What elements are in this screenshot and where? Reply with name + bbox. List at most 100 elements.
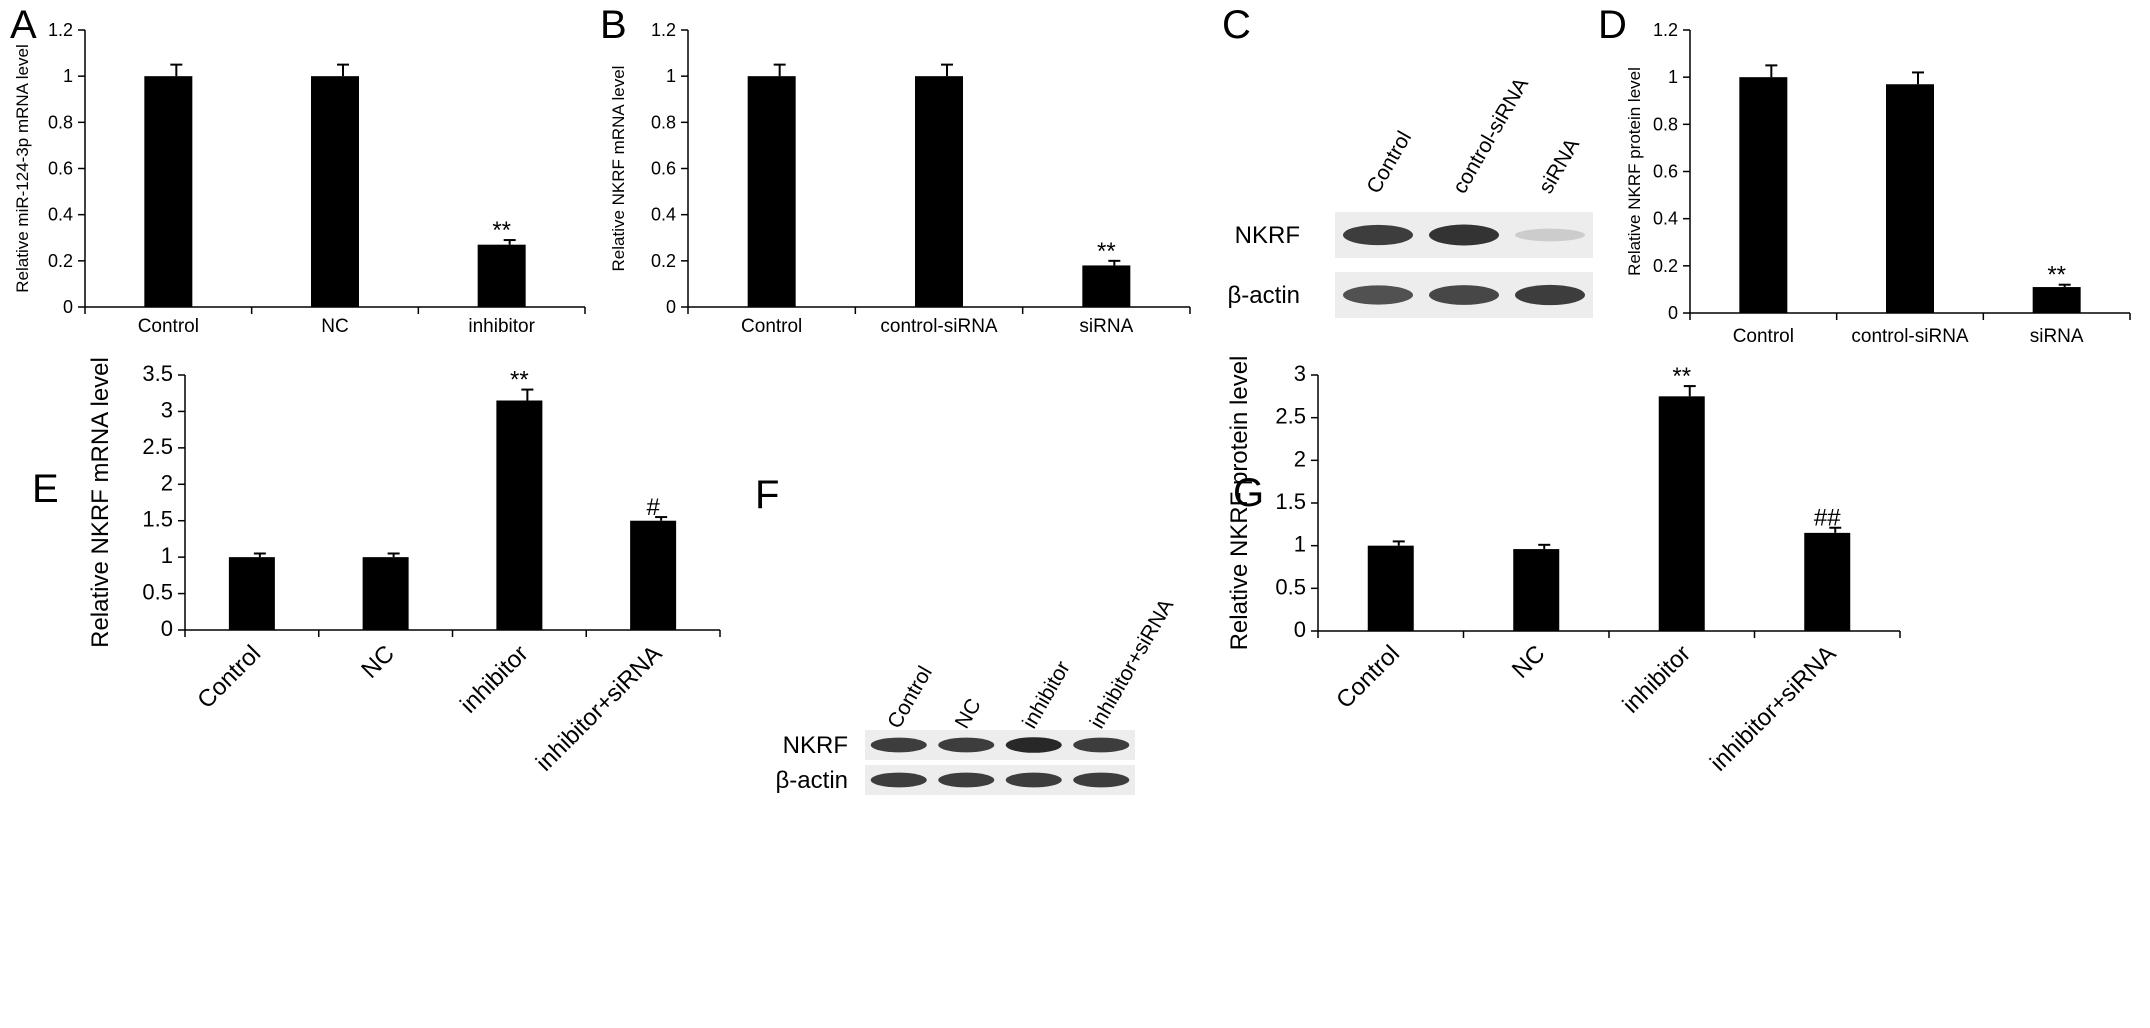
chart-panel-a: 0 0.2 0.4 0.6 0.8 1 1.2 Relative miR-124-3p mRN… <box>13 20 586 337</box>
y-tick-label: 0 <box>1668 303 1678 323</box>
bar <box>496 400 543 630</box>
bar <box>1886 84 1934 313</box>
y-tick-label: 0 <box>666 297 676 317</box>
blot-band <box>1515 284 1585 306</box>
y-tick-label: 0.2 <box>1653 256 1678 276</box>
y-axis-label: Relative NKRF mRNA level <box>609 66 628 272</box>
significance-annotation: ** <box>510 367 529 394</box>
y-tick-label: 0 <box>63 297 73 317</box>
y-tick-label: 0.5 <box>142 580 173 605</box>
bar <box>1513 549 1560 631</box>
y-tick-label: 2 <box>161 470 173 495</box>
bar <box>362 557 409 630</box>
x-category-label: NC <box>356 640 400 684</box>
chart-panel-d: 0 0.2 0.4 0.6 0.8 1 1.2 Relative NKRF protein l… <box>1625 20 2131 347</box>
y-tick-label: 0.6 <box>651 159 676 179</box>
y-tick-label: 0.8 <box>48 112 73 132</box>
blot-band <box>1005 772 1062 788</box>
x-category-label: NC <box>321 316 348 337</box>
blot-band <box>1343 224 1413 246</box>
x-category-label: inhibitor <box>1617 640 1696 719</box>
chart-panel-b: 0 0.2 0.4 0.6 0.8 1 1.2 Relative NKRF mRNA leve… <box>609 20 1191 337</box>
y-tick-label: 2.5 <box>142 434 173 459</box>
blot-band <box>1343 285 1413 305</box>
bar <box>630 520 677 630</box>
y-tick-label: 0.5 <box>1275 574 1306 599</box>
y-tick-label: 3 <box>1294 361 1306 386</box>
blot-lane-label: Control <box>883 662 937 732</box>
y-axis-label: Relative miR-124-3p mRNA level <box>13 44 32 292</box>
panel-letter-e: E <box>32 467 59 511</box>
y-tick-label: 1.2 <box>48 20 73 40</box>
y-tick-label: 0.2 <box>651 251 676 271</box>
x-category-label: siRNA <box>1079 316 1133 337</box>
x-category-label: control-siRNA <box>1851 326 1969 347</box>
x-category-label: NC <box>1507 640 1551 684</box>
y-tick-label: 0 <box>161 616 173 641</box>
significance-annotation: # <box>646 494 660 521</box>
panel-letter-d: D <box>1598 3 1627 47</box>
y-tick-label: 1.2 <box>651 20 676 40</box>
blot-band <box>1073 772 1130 788</box>
significance-annotation: ** <box>1672 363 1691 390</box>
y-tick-label: 1 <box>666 66 676 86</box>
chart-panel-g: 0 0.5 1 1.5 2 2.5 3 Relative NKRF protein level… <box>1226 356 1901 777</box>
panel-letter-b: B <box>600 3 627 47</box>
western-blot-panel-f: Control NC inhibitor inhibitor+siRNA NKRF β-a… <box>776 595 1179 795</box>
y-tick-label: 0 <box>1294 617 1306 642</box>
bar <box>311 76 359 308</box>
y-tick-label: 0.8 <box>1653 114 1678 134</box>
significance-annotation: ## <box>1814 505 1841 532</box>
panel-letter-g: G <box>1233 471 1264 515</box>
y-tick-label: 1 <box>1294 532 1306 557</box>
blot-band <box>1005 737 1062 753</box>
blot-band <box>1429 224 1499 246</box>
bar <box>747 76 796 308</box>
blot-row-label: NKRF <box>783 732 848 759</box>
y-tick-label: 0.6 <box>1653 162 1678 182</box>
western-blot-panel-c: Control control-siRNA siRNA NKRF β-actin <box>1228 74 1593 318</box>
x-category-label: control-siRNA <box>880 316 998 337</box>
bar <box>1082 265 1131 307</box>
blot-row-label: NKRF <box>1235 222 1300 249</box>
y-tick-label: 1.2 <box>1653 20 1678 40</box>
bar <box>1804 532 1851 631</box>
y-tick-label: 0.2 <box>48 251 73 271</box>
blot-lane-label: inhibitor <box>1018 657 1075 732</box>
y-tick-label: 0.6 <box>48 159 73 179</box>
x-category-label: inhibitor <box>455 640 534 719</box>
bar <box>477 244 526 307</box>
blot-band <box>1073 737 1130 753</box>
blot-row-label: β-actin <box>1228 282 1301 309</box>
blot-band <box>1429 285 1499 305</box>
significance-annotation: ** <box>1097 238 1116 265</box>
y-tick-label: 1 <box>161 543 173 568</box>
panel-letter-a: A <box>10 3 37 47</box>
x-category-label: Control <box>1733 326 1794 347</box>
y-tick-label: 3.5 <box>142 361 173 386</box>
blot-band <box>870 772 927 788</box>
x-category-label: Control <box>1331 640 1405 714</box>
panel-letter-f: F <box>755 473 779 517</box>
bar <box>1367 545 1414 631</box>
blot-lane-label: inhibitor+siRNA <box>1086 595 1179 732</box>
x-category-label: inhibitor+siRNA <box>1705 640 1842 777</box>
panel-letter-c: C <box>1222 3 1251 47</box>
blot-band <box>870 737 927 753</box>
y-tick-label: 2 <box>1294 446 1306 471</box>
y-axis-label: Relative NKRF protein level <box>1226 356 1253 651</box>
bar <box>144 76 193 308</box>
y-tick-label: 0.4 <box>1653 209 1678 229</box>
blot-band <box>938 772 995 788</box>
bar <box>228 557 275 630</box>
bar <box>915 76 963 308</box>
y-tick-label: 1.5 <box>142 507 173 532</box>
significance-annotation: ** <box>2047 262 2066 289</box>
bar <box>2032 287 2081 313</box>
x-category-label: Control <box>192 640 266 714</box>
y-tick-label: 0.8 <box>651 112 676 132</box>
x-category-label: inhibitor <box>468 316 535 337</box>
x-category-label: Control <box>741 316 802 337</box>
y-tick-label: 1.5 <box>1275 489 1306 514</box>
x-category-label: inhibitor+siRNA <box>531 640 668 777</box>
